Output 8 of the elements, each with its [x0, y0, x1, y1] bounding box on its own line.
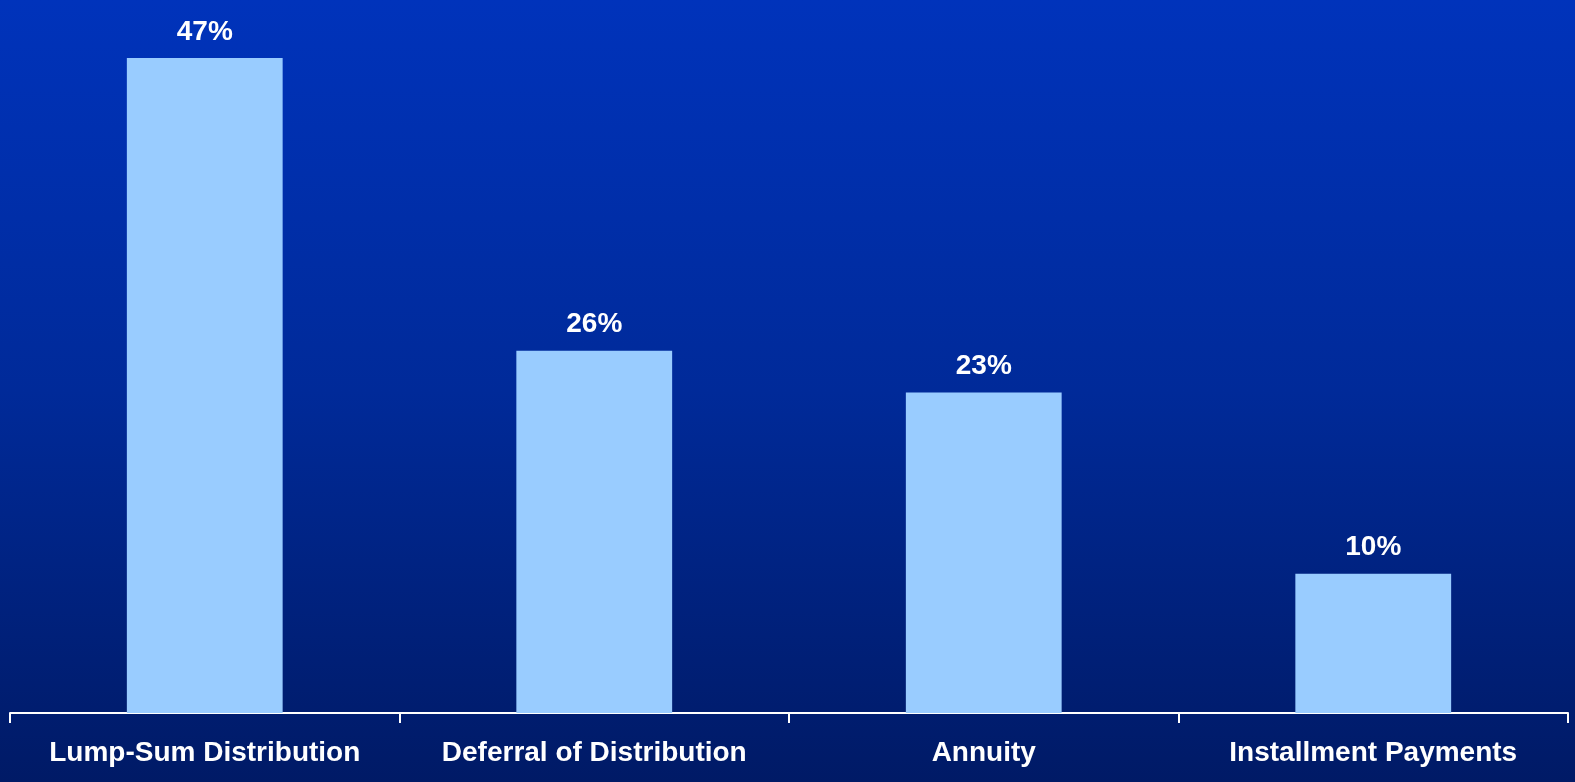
x-tick-label: Lump-Sum Distribution: [49, 735, 361, 767]
x-tick-label: Annuity: [931, 735, 1037, 767]
data-label: 47%: [176, 14, 233, 46]
data-label: 23%: [955, 348, 1012, 380]
x-tick-label: Installment Payments: [1229, 735, 1518, 767]
data-label: 26%: [566, 307, 623, 339]
data-label: 10%: [1345, 530, 1402, 562]
x-tick-label: Deferral of Distribution: [441, 735, 747, 767]
